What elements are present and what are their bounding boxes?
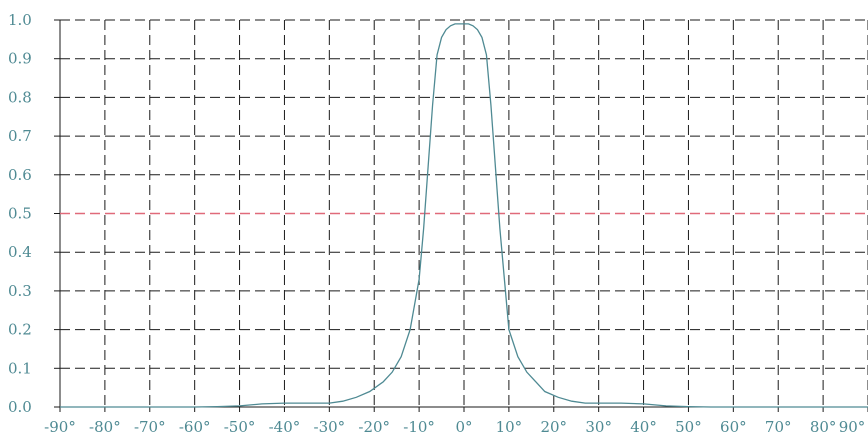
x-tick-label-16: 70° bbox=[765, 418, 792, 436]
axes bbox=[54, 19, 868, 412]
x-tick-label-10: 10° bbox=[496, 418, 523, 436]
y-tick-label-9: 0.9 bbox=[8, 50, 32, 68]
x-tick-label-18: 90° bbox=[839, 418, 866, 436]
y-tick-label-3: 0.3 bbox=[8, 282, 32, 300]
y-tick-label-2: 0.2 bbox=[8, 321, 32, 339]
x-tick-labels: -90° -80° -70° -60° -50° -40° -30° -20° -10° 0° 10… bbox=[44, 418, 865, 436]
x-tick-label-17: 80° bbox=[810, 418, 837, 436]
grid bbox=[60, 19, 868, 407]
y-tick-label-8: 0.8 bbox=[8, 88, 32, 106]
series-group bbox=[60, 23, 868, 408]
x-tick-label-11: 20° bbox=[540, 418, 567, 436]
x-tick-label-13: 40° bbox=[630, 418, 657, 436]
y-tick-labels: 0.0 0.1 0.2 0.3 0.4 0.5 0.6 0.7 0.8 0.9 1.0 bbox=[8, 11, 32, 416]
x-tick-label-2: -70° bbox=[134, 418, 166, 436]
y-tick-label-0: 0.0 bbox=[8, 398, 32, 416]
x-tick-label-9: 0° bbox=[455, 418, 472, 436]
x-tick-label-3: -60° bbox=[179, 418, 211, 436]
x-tick-label-7: -20° bbox=[358, 418, 390, 436]
series-line-0 bbox=[60, 23, 868, 408]
x-tick-label-8: -10° bbox=[403, 418, 435, 436]
y-tick-label-10: 1.0 bbox=[8, 11, 32, 29]
y-tick-label-6: 0.6 bbox=[8, 166, 32, 184]
x-tick-label-12: 30° bbox=[585, 418, 612, 436]
x-tick-label-4: -50° bbox=[224, 418, 256, 436]
x-tick-label-6: -30° bbox=[314, 418, 346, 436]
x-tick-label-14: 50° bbox=[675, 418, 702, 436]
y-tick-label-1: 0.1 bbox=[8, 359, 32, 377]
y-tick-label-7: 0.7 bbox=[8, 127, 32, 145]
x-tick-label-15: 60° bbox=[720, 418, 747, 436]
x-tick-label-1: -80° bbox=[89, 418, 121, 436]
y-tick-label-5: 0.5 bbox=[8, 205, 32, 223]
x-tick-label-0: -90° bbox=[44, 418, 76, 436]
x-tick-label-5: -40° bbox=[269, 418, 301, 436]
y-tick-label-4: 0.4 bbox=[8, 243, 32, 261]
